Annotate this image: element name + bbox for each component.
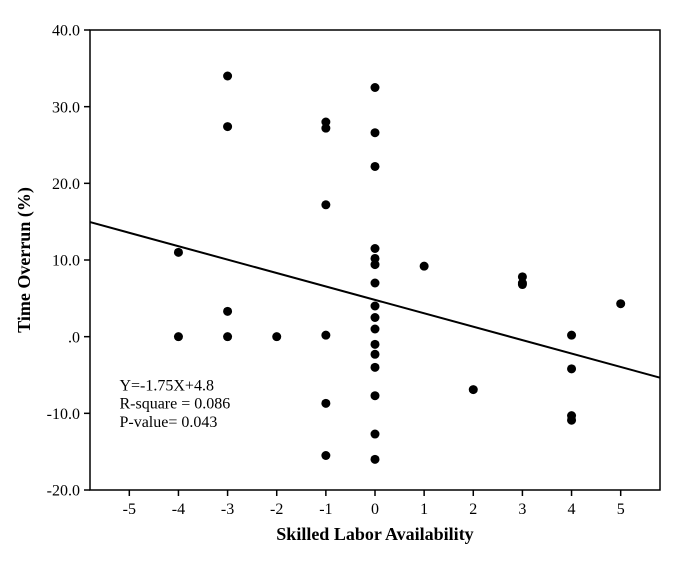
data-point bbox=[371, 340, 380, 349]
data-point bbox=[223, 122, 232, 131]
x-axis-label: Skilled Labor Availability bbox=[276, 524, 473, 544]
data-point bbox=[321, 200, 330, 209]
data-point bbox=[371, 162, 380, 171]
y-tick-label: 10.0 bbox=[52, 253, 80, 270]
data-point bbox=[223, 307, 232, 316]
data-point bbox=[420, 262, 429, 271]
x-tick-label: 0 bbox=[371, 501, 379, 518]
chart-svg: -5 -4 -3 -2 -1 0 1 2 3 4 5 -20.0 -10.0 .0 10.0 20.0 30.0… bbox=[0, 0, 695, 569]
data-point bbox=[567, 416, 576, 425]
x-tick-label: 5 bbox=[617, 501, 625, 518]
x-tick-label: -4 bbox=[172, 501, 185, 518]
y-tick-label: .0 bbox=[68, 329, 80, 346]
data-point bbox=[371, 313, 380, 322]
y-tick-label: 30.0 bbox=[52, 99, 80, 116]
data-point bbox=[371, 128, 380, 137]
data-point bbox=[223, 332, 232, 341]
data-point bbox=[371, 279, 380, 288]
data-point bbox=[371, 260, 380, 269]
data-point bbox=[272, 332, 281, 341]
x-tick-label: -1 bbox=[319, 501, 332, 518]
data-point bbox=[371, 350, 380, 359]
data-point bbox=[518, 280, 527, 289]
data-point bbox=[469, 385, 478, 394]
data-point bbox=[174, 332, 183, 341]
y-tick-label: 40.0 bbox=[52, 23, 80, 40]
data-point bbox=[321, 331, 330, 340]
x-tick-label: 4 bbox=[568, 501, 576, 518]
x-tick-label: 3 bbox=[518, 501, 526, 518]
data-point bbox=[371, 363, 380, 372]
y-tick-label: -20.0 bbox=[47, 483, 80, 500]
data-point bbox=[174, 248, 183, 257]
x-tick-label: -2 bbox=[270, 501, 283, 518]
data-point bbox=[616, 299, 625, 308]
data-point bbox=[371, 83, 380, 92]
equation-text: P-value= 0.043 bbox=[119, 414, 217, 431]
y-tick-label: -10.0 bbox=[47, 406, 80, 423]
equation-text: R-square = 0.086 bbox=[119, 396, 230, 413]
data-point bbox=[371, 244, 380, 253]
data-point bbox=[223, 72, 232, 81]
data-point bbox=[567, 364, 576, 373]
data-point bbox=[371, 325, 380, 334]
data-point bbox=[321, 451, 330, 460]
x-tick-label: 2 bbox=[469, 501, 477, 518]
data-point bbox=[371, 302, 380, 311]
scatter-chart: -5 -4 -3 -2 -1 0 1 2 3 4 5 -20.0 -10.0 .0 10.0 20.0 30.0… bbox=[0, 0, 695, 569]
y-tick-label: 20.0 bbox=[52, 176, 80, 193]
chart-bg bbox=[0, 0, 695, 569]
data-point bbox=[371, 455, 380, 464]
data-point bbox=[321, 399, 330, 408]
y-axis-label: Time Overrun (%) bbox=[14, 187, 35, 333]
data-point bbox=[567, 331, 576, 340]
data-point bbox=[321, 124, 330, 133]
data-point bbox=[371, 430, 380, 439]
equation-text: Y=-1.75X+4.8 bbox=[119, 377, 213, 394]
x-tick-label: -3 bbox=[221, 501, 234, 518]
x-tick-label: -5 bbox=[123, 501, 136, 518]
x-tick-label: 1 bbox=[420, 501, 428, 518]
data-point bbox=[371, 391, 380, 400]
